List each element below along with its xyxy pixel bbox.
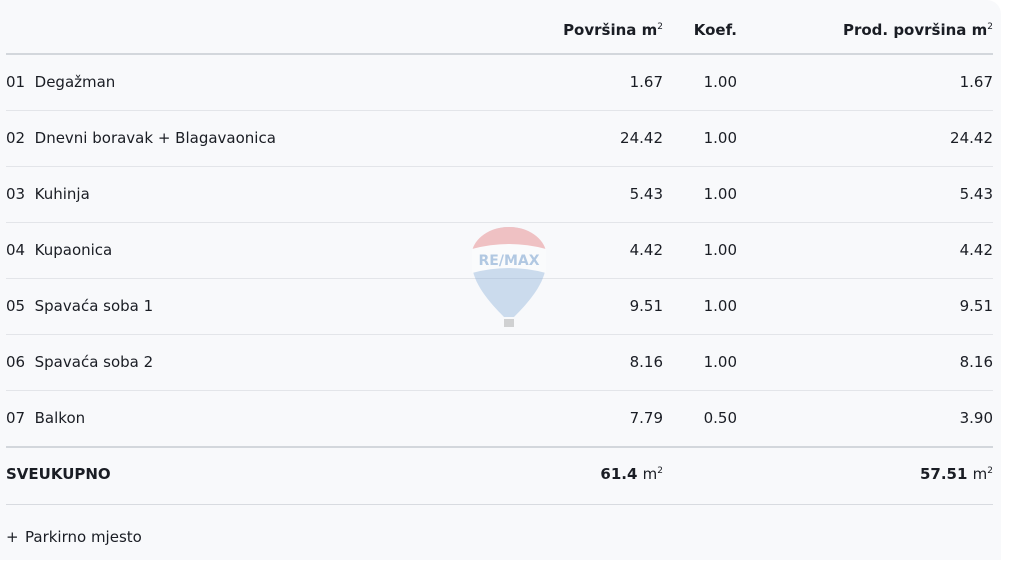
room-prod-area: 1.67 [959,73,993,91]
svg-text:RE/MAX: RE/MAX [478,253,539,269]
room-koef: 0.50 [703,409,737,427]
room-prod-area: 24.42 [950,129,993,147]
header-area: Površina m2 [563,21,663,39]
divider [6,446,993,448]
divider [6,504,993,505]
remax-balloon-logo: RE/MAX [472,227,546,327]
room-koef: 1.00 [703,185,737,203]
room-name: 07 Balkon [6,409,86,427]
room-area: 5.43 [629,185,663,203]
table-row: 07 Balkon 7.79 0.50 3.90 [6,390,993,446]
room-area: 1.67 [629,73,663,91]
room-area: 4.42 [629,241,663,259]
parking-label: Parkirno mjesto [25,528,142,546]
total-row: SVEUKUPNO 61.4 m2 57.51 m2 [6,446,993,502]
room-koef: 1.00 [703,73,737,91]
room-koef: 1.00 [703,241,737,259]
room-name: 02 Dnevni boravak + Blagavaonica [6,129,276,147]
plus-icon: + [6,528,19,546]
total-prod-area: 57.51 m2 [919,465,993,483]
table-row: 05 Spavaća soba 1 9.51 1.00 9.51 [6,278,993,334]
divider [6,390,993,391]
room-prod-area: 5.43 [959,185,993,203]
table-row: 03 Kuhinja 5.43 1.00 5.43 [6,166,993,222]
room-koef: 1.00 [703,297,737,315]
divider [6,166,993,167]
divider [6,334,993,335]
divider [6,278,993,279]
room-prod-area: 3.90 [959,409,993,427]
header-prod-area: Prod. površina m2 [842,21,993,39]
header-koef: Koef. [693,21,737,39]
divider [6,110,993,111]
room-name: 05 Spavaća soba 1 [6,297,154,315]
table-row: 04 Kupaonica 4.42 1.00 4.42 [6,222,993,278]
table-row: 01 Degažman 1.67 1.00 1.67 [6,54,993,110]
room-prod-area: 4.42 [959,241,993,259]
room-name: 01 Degažman [6,73,116,91]
room-area: 7.79 [629,409,663,427]
room-name: 06 Spavaća soba 2 [6,353,154,371]
room-koef: 1.00 [703,353,737,371]
table-header: Površina m2 Koef. Prod. površina m2 [6,2,993,58]
parking-toggle[interactable]: + Parkirno mjesto [6,509,993,565]
room-prod-area: 9.51 [959,297,993,315]
room-prod-area: 8.16 [959,353,993,371]
room-areas-panel [0,0,1001,560]
room-area: 9.51 [629,297,663,315]
room-name: 04 Kupaonica [6,241,113,259]
table-row: 06 Spavaća soba 2 8.16 1.00 8.16 [6,334,993,390]
divider [6,53,993,55]
room-area: 8.16 [629,353,663,371]
table-row: 02 Dnevni boravak + Blagavaonica 24.42 1… [6,110,993,166]
total-area: 61.4 m2 [600,465,663,483]
divider [6,222,993,223]
room-name: 03 Kuhinja [6,185,90,203]
total-label: SVEUKUPNO [6,465,111,483]
room-koef: 1.00 [703,129,737,147]
room-area: 24.42 [620,129,663,147]
